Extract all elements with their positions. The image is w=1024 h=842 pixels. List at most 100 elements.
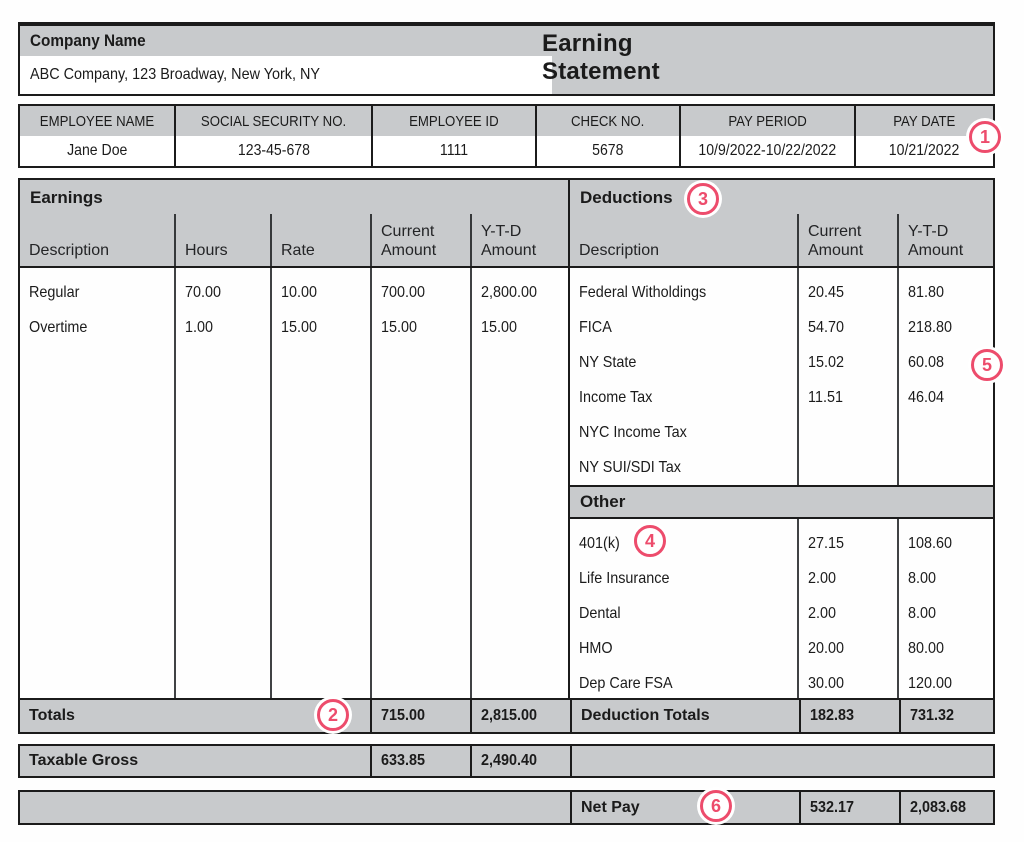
- deduction-ytd-cell: 218.80: [908, 318, 953, 336]
- taxable-gross-label: Taxable Gross: [29, 752, 139, 769]
- deductions-title: Deductions: [580, 188, 673, 207]
- deductions-col-current: Current Amount: [797, 214, 897, 266]
- deduction-ytd-cell: [899, 415, 993, 450]
- deduction-description-cell: FICA: [579, 318, 612, 336]
- net-pay-row: Net Pay 532.17 2,083.68: [18, 790, 995, 825]
- other-description-cell: Dep Care FSA: [579, 674, 673, 692]
- other-current-cell: 2.00: [808, 569, 837, 587]
- callout-3: 3: [687, 183, 719, 215]
- deduction-description-cell: Income Tax: [579, 388, 653, 406]
- earnings-title: Earnings: [30, 188, 103, 207]
- statement-title-line2: Statement: [542, 57, 660, 85]
- deductions-section: Deductions Description Current Amount Y-…: [570, 180, 993, 698]
- other-section-title: Other: [570, 485, 993, 519]
- earnings-col-description: Description: [29, 242, 110, 260]
- taxable-gross-current: 633.85: [370, 746, 470, 776]
- employee-info-table: EMPLOYEE NAME SOCIAL SECURITY NO. EMPLOY…: [18, 104, 995, 168]
- other-ytd-cell: 120.00: [908, 674, 953, 692]
- other-description-cell: Life Insurance: [579, 569, 670, 587]
- pay-period-value: 10/9/2022-10/22/2022: [679, 136, 854, 166]
- earnings-header: Earnings Description Hours Rate Current …: [20, 180, 568, 268]
- other-current-cell: 30.00: [808, 674, 845, 692]
- statement-title-line1: Earning: [542, 30, 633, 57]
- deduction-current-cell: 15.02: [808, 353, 845, 371]
- earnings-section: Earnings Description Hours Rate Current …: [20, 180, 570, 698]
- pay-date-header: PAY DATE: [854, 106, 993, 136]
- employee-id-header: EMPLOYEE ID: [371, 106, 535, 136]
- employee-name-value: Jane Doe: [20, 136, 174, 166]
- earnings-hours-cell: 70.00: [185, 283, 222, 301]
- deductions-col-description: Description: [579, 242, 660, 260]
- callout-1: 1: [969, 121, 1001, 153]
- pay-period-header: PAY PERIOD: [679, 106, 854, 136]
- check-no-header: CHECK NO.: [535, 106, 679, 136]
- deduction-description-cell: NY SUI/SDI Tax: [579, 458, 681, 476]
- company-header-block: Company Name ABC Company, 123 Broadway, …: [18, 22, 995, 96]
- other-ytd-cell: 8.00: [908, 604, 937, 622]
- net-pay-label: Net Pay: [570, 792, 799, 823]
- deduction-description-cell: NY State: [579, 353, 637, 371]
- ssn-header: SOCIAL SECURITY NO.: [174, 106, 371, 136]
- other-current-cell: 2.00: [808, 604, 837, 622]
- deductions-col-ytd: Y-T-D Amount: [897, 214, 993, 266]
- deduction-ytd-cell: 60.08: [908, 353, 945, 371]
- other-description-cell: Dental: [579, 604, 621, 622]
- earnings-current-cell: 15.00: [381, 318, 418, 336]
- earnings-description-cell: Overtime: [29, 318, 88, 336]
- deduction-current-cell: 20.45: [808, 283, 845, 301]
- other-body: 401(k) Life Insurance Dental HMO Dep Car…: [570, 519, 993, 698]
- other-description-cell: 401(k): [579, 534, 620, 552]
- deduction-ytd-cell: 81.80: [908, 283, 945, 301]
- callout-2: 2: [317, 699, 349, 731]
- earnings-description-cell: Regular: [29, 283, 80, 301]
- deduction-totals-ytd: 731.32: [899, 700, 993, 732]
- net-pay-spacer: [20, 792, 570, 823]
- other-current-cell: 27.15: [808, 534, 845, 552]
- deduction-ytd-cell: 46.04: [908, 388, 945, 406]
- totals-row: Totals 715.00 2,815.00 Deduction Totals …: [20, 698, 993, 732]
- deduction-current-cell: 54.70: [808, 318, 845, 336]
- earnings-hours-cell: 1.00: [185, 318, 214, 336]
- company-address-field[interactable]: ABC Company, 123 Broadway, New York, NY: [20, 56, 552, 94]
- deduction-current-cell: [799, 415, 897, 450]
- other-ytd-cell: 108.60: [908, 534, 953, 552]
- earnings-rate-cell: 15.00: [281, 318, 318, 336]
- employee-name-header: EMPLOYEE NAME: [20, 106, 174, 136]
- callout-4: 4: [634, 525, 666, 557]
- earnings-totals-current: 715.00: [370, 700, 470, 732]
- other-ytd-cell: 8.00: [908, 569, 937, 587]
- deduction-ytd-cell: [899, 450, 993, 485]
- ssn-value: 123-45-678: [174, 136, 371, 166]
- earnings-body: Regular Overtime 70.00 1.00 10.00 15.00 …: [20, 268, 568, 698]
- company-name-label: Company Name: [30, 31, 146, 50]
- taxable-gross-spacer: [570, 746, 993, 776]
- earnings-totals-ytd: 2,815.00: [470, 700, 570, 732]
- check-no-value: 5678: [535, 136, 679, 166]
- taxable-gross-row: Taxable Gross 633.85 2,490.40: [18, 744, 995, 778]
- earnings-deductions-block: Earnings Description Hours Rate Current …: [18, 178, 995, 734]
- earnings-ytd-cell: 15.00: [481, 318, 518, 336]
- earnings-ytd-cell: 2,800.00: [481, 283, 538, 301]
- callout-6: 6: [700, 790, 732, 822]
- earnings-col-rate: Rate: [270, 214, 370, 266]
- earnings-current-cell: 700.00: [381, 283, 426, 301]
- statement-title: Earning Statement: [542, 30, 660, 85]
- pay-date-value: 10/21/2022: [854, 136, 993, 166]
- callout-5: 5: [971, 349, 1003, 381]
- taxable-gross-ytd: 2,490.40: [470, 746, 570, 776]
- other-ytd-cell: 80.00: [908, 639, 945, 657]
- deduction-current-cell: [799, 450, 897, 485]
- earnings-col-current: Current Amount: [370, 214, 470, 266]
- net-pay-current: 532.17: [799, 792, 899, 823]
- deduction-totals-current: 182.83: [799, 700, 899, 732]
- deduction-description-cell: NYC Income Tax: [579, 423, 687, 441]
- earnings-col-ytd: Y-T-D Amount: [470, 214, 568, 266]
- deductions-header: Deductions Description Current Amount Y-…: [570, 180, 993, 268]
- other-current-cell: 20.00: [808, 639, 845, 657]
- employee-id-value: 1111: [371, 136, 535, 166]
- deduction-totals-label: Deduction Totals: [570, 700, 799, 732]
- earnings-totals-label: Totals: [29, 707, 75, 724]
- earnings-col-hours: Hours: [174, 214, 270, 266]
- other-description-cell: HMO: [579, 639, 613, 657]
